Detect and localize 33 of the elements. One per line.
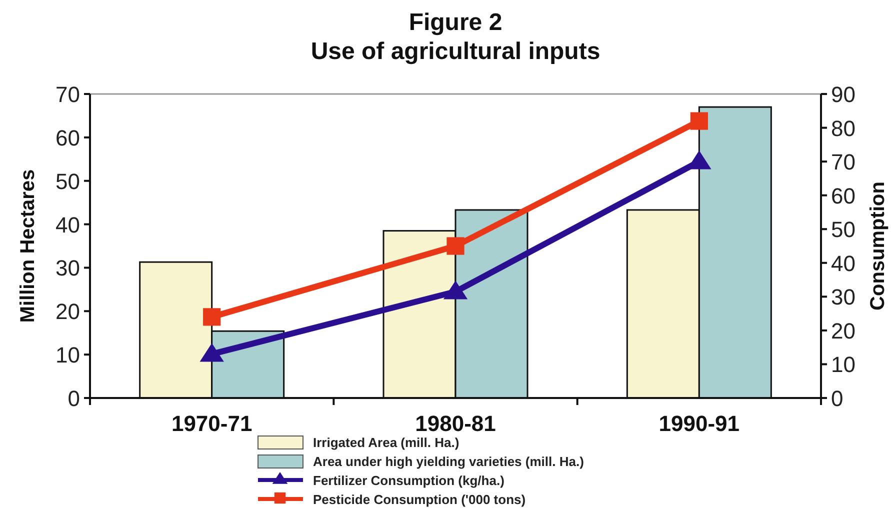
point <box>200 343 224 362</box>
legend-label: Pesticide Consumption ('000 tons) <box>313 492 526 507</box>
x-tick-label: 1990-91 <box>658 411 740 436</box>
y2-tick-label: 90 <box>831 82 856 107</box>
y2-tick-label: 80 <box>831 116 856 141</box>
point <box>443 280 468 300</box>
y2-tick-label: 40 <box>831 250 856 276</box>
y-tick-label: 0 <box>68 386 80 411</box>
y2-tick-label: 10 <box>831 352 856 378</box>
y-tick-label: 30 <box>56 256 80 281</box>
y-tick-label: 10 <box>56 342 80 368</box>
x-tick-label: 1970-71 <box>171 411 252 436</box>
y-tick-label: 70 <box>56 82 80 107</box>
y2-tick-label: 50 <box>831 217 856 242</box>
x-tick-label: 1980-81 <box>415 411 496 436</box>
legend-label: Fertilizer Consumption (kg/ha.) <box>313 473 504 488</box>
y2-tick-label: 20 <box>831 318 856 344</box>
y2-tick-label: 70 <box>831 150 856 175</box>
y-tick-label: 50 <box>56 168 80 194</box>
legend-label: Area under high yielding varieties (mill. Ha.) <box>313 454 584 469</box>
legend-label: Irrigated Area (mill. Ha.) <box>313 435 460 450</box>
point <box>690 112 708 130</box>
y2-tick-label: 0 <box>831 386 844 411</box>
y2-tick-label: 30 <box>831 284 856 310</box>
y-tick-label: 60 <box>56 125 80 150</box>
y-axis-title: Million Hectares <box>17 169 39 323</box>
point <box>446 237 464 255</box>
y2-tick-label: 60 <box>831 183 856 208</box>
y2-axis-title: Consumption <box>867 182 889 310</box>
y-tick-label: 40 <box>56 212 80 238</box>
chart-title: Figure 2 Use of agricultural inputs <box>310 9 600 65</box>
point <box>203 308 221 326</box>
y-tick-label: 20 <box>56 299 80 324</box>
